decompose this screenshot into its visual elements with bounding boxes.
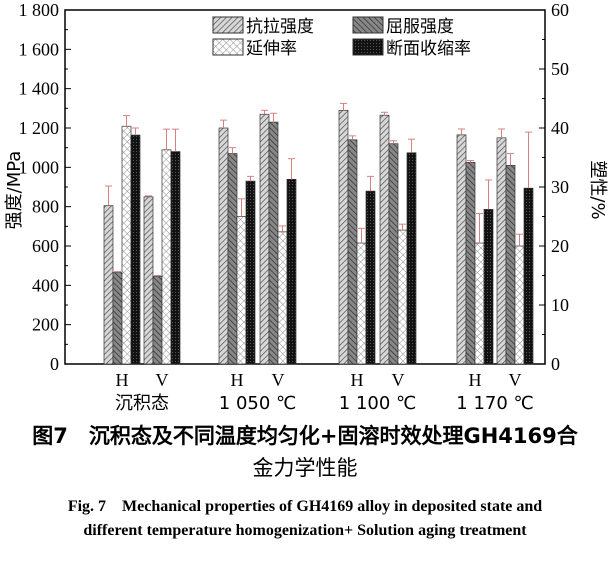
y-tick-label: 800 — [32, 197, 59, 217]
legend-label: 延伸率 — [246, 39, 297, 59]
bar-dark-dots — [406, 152, 417, 365]
x-subcategory-label: H — [231, 370, 244, 390]
bar-dark-dots — [245, 180, 256, 365]
y-axis-label: 强度/MPa — [4, 151, 25, 230]
x-subcategory-label: V — [272, 370, 285, 390]
bar-crosshatch — [277, 231, 288, 365]
y-tick-label: 1 400 — [19, 79, 60, 99]
caption-en-line2: different temperature homogenization+ So… — [83, 522, 527, 539]
x-group-label: 1 100 ℃ — [339, 393, 416, 414]
y-tick-label: 600 — [32, 236, 59, 256]
y-tick-label: 200 — [32, 315, 59, 335]
legend-label: 断面收缩率 — [386, 39, 471, 59]
bar-crosshatch — [514, 245, 525, 365]
bar-crosshatch — [161, 149, 172, 365]
bar-crosshatch — [474, 242, 485, 365]
legend-swatch-crosshatch — [212, 38, 244, 56]
bar-diagonal-light — [338, 109, 349, 365]
bar-dark-dots — [130, 134, 141, 365]
legend-swatch-dark-dots — [352, 38, 384, 56]
x-subcategory-label: V — [156, 370, 169, 390]
y-right-tick-label: 10 — [551, 295, 569, 315]
bar-dark-dots — [286, 178, 297, 365]
bar-crosshatch — [236, 216, 247, 365]
x-subcategory-label: H — [116, 370, 129, 390]
x-group-label: 1 050 ℃ — [219, 393, 296, 414]
bar-crosshatch — [121, 125, 132, 365]
y-right-tick-label: 50 — [551, 59, 569, 79]
caption-en-line1: Fig. 7 Mechanical properties of GH4169 a… — [67, 498, 543, 515]
bar-crosshatch — [356, 242, 367, 365]
caption-cn-line1: 图7 沉积态及不同温度均匀化+固溶时效处理GH4169合 — [32, 424, 578, 448]
bar-diagonal-dark — [112, 272, 123, 365]
bar-dark-dots — [170, 151, 181, 365]
bar-diagonal-light — [379, 114, 390, 365]
bar-diagonal-dark — [227, 153, 238, 365]
bar-diagonal-dark — [388, 143, 399, 365]
bar-diagonal-light — [259, 113, 270, 365]
x-subcategory-label: H — [351, 370, 364, 390]
x-subcategory-label: V — [392, 370, 405, 390]
bar-diagonal-light — [456, 134, 467, 365]
bar-diagonal-light — [103, 205, 114, 365]
legend-swatch-diagonal-dark — [352, 16, 384, 34]
y-tick-label: 1 000 — [19, 157, 60, 177]
y-right-tick-label: 60 — [551, 0, 569, 20]
legend-swatch-diagonal-light — [212, 16, 244, 34]
y-tick-label: 1 600 — [19, 39, 60, 59]
bar-diagonal-dark — [347, 139, 358, 365]
y-right-tick-label: 20 — [551, 236, 569, 256]
bar-diagonal-dark — [465, 162, 476, 365]
legend-label: 屈服强度 — [386, 17, 454, 37]
bar-diagonal-dark — [268, 121, 279, 365]
x-subcategory-label: H — [469, 370, 482, 390]
legend-label: 抗拉强度 — [246, 17, 314, 37]
bar-crosshatch — [397, 229, 408, 365]
bar-diagonal-dark — [152, 276, 163, 365]
y-tick-label: 1 800 — [19, 0, 60, 20]
y-right-tick-label: 30 — [551, 177, 569, 197]
y-axis-right-label: 塑性/% — [587, 160, 608, 219]
bar-diagonal-dark — [505, 165, 516, 365]
y-right-tick-label: 0 — [551, 354, 560, 374]
x-group-label: 1 170 ℃ — [456, 393, 533, 414]
bar-diagonal-light — [143, 196, 154, 365]
y-tick-label: 0 — [50, 354, 59, 374]
x-group-label: 沉积态 — [115, 393, 169, 414]
y-right-tick-label: 40 — [551, 118, 569, 138]
bar-dark-dots — [483, 209, 494, 365]
y-tick-label: 1 200 — [19, 118, 60, 138]
bar-dark-dots — [365, 190, 376, 365]
bar-diagonal-light — [496, 137, 507, 365]
caption-cn-line2: 金力学性能 — [252, 456, 358, 480]
bar-diagonal-light — [218, 127, 229, 365]
bar-dark-dots — [523, 187, 534, 365]
x-subcategory-label: V — [509, 370, 522, 390]
y-tick-label: 400 — [32, 275, 59, 295]
